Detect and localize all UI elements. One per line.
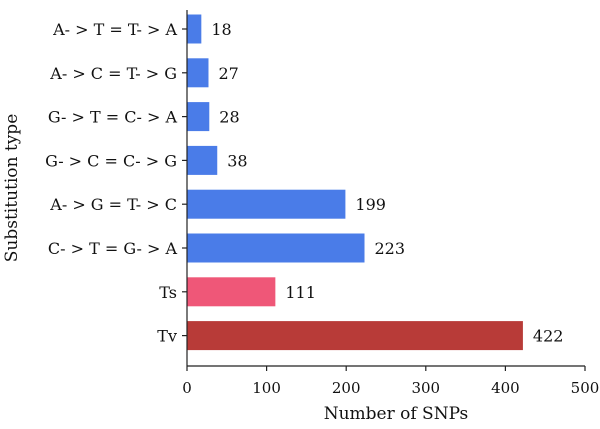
value-label: 223 — [375, 239, 406, 258]
bars-group — [187, 14, 523, 351]
x-axis-title: Number of SNPs — [324, 404, 469, 424]
category-label: A- > T = T- > A — [52, 20, 177, 39]
category-label: A- > C = T- > G — [49, 64, 177, 83]
value-label: 422 — [533, 327, 564, 346]
value-labels-group: 18 27 28 38 199 223 111 422 — [211, 20, 563, 346]
x-tick-label: 100 — [252, 379, 281, 397]
category-label: Ts — [159, 283, 177, 302]
value-label: 27 — [218, 64, 238, 83]
x-tick-label: 200 — [332, 379, 361, 397]
category-label: G- > C = C- > G — [45, 151, 177, 170]
bar-g-t-c-a — [187, 102, 210, 132]
x-tick-label: 300 — [411, 379, 440, 397]
x-ticks-group: 0 100 200 300 400 500 — [182, 366, 599, 397]
value-label: 38 — [227, 151, 247, 170]
bar-a-c-t-g — [187, 58, 209, 88]
bar-tv — [187, 321, 523, 351]
bar-a-t-t-a — [187, 14, 202, 44]
category-label: C- > T = G- > A — [48, 239, 178, 258]
bar-g-c-c-g — [187, 145, 218, 175]
value-label: 18 — [211, 20, 231, 39]
value-label: 28 — [219, 108, 239, 127]
category-label: A- > G = T- > C — [49, 195, 177, 214]
x-tick-label: 0 — [182, 379, 192, 397]
y-axis-title: Substitution type — [2, 114, 22, 262]
bar-ts — [187, 277, 276, 307]
category-labels-group: A- > T = T- > A A- > C = T- > G G- > T = C… — [45, 20, 187, 346]
bar-a-g-t-c — [187, 189, 346, 219]
x-tick-label: 400 — [491, 379, 520, 397]
category-label: Tv — [157, 327, 177, 346]
x-tick-label: 500 — [571, 379, 600, 397]
value-label: 199 — [355, 195, 386, 214]
bar-c-t-g-a — [187, 233, 365, 263]
category-label: G- > T = C- > A — [48, 108, 178, 127]
value-label: 111 — [285, 283, 316, 302]
